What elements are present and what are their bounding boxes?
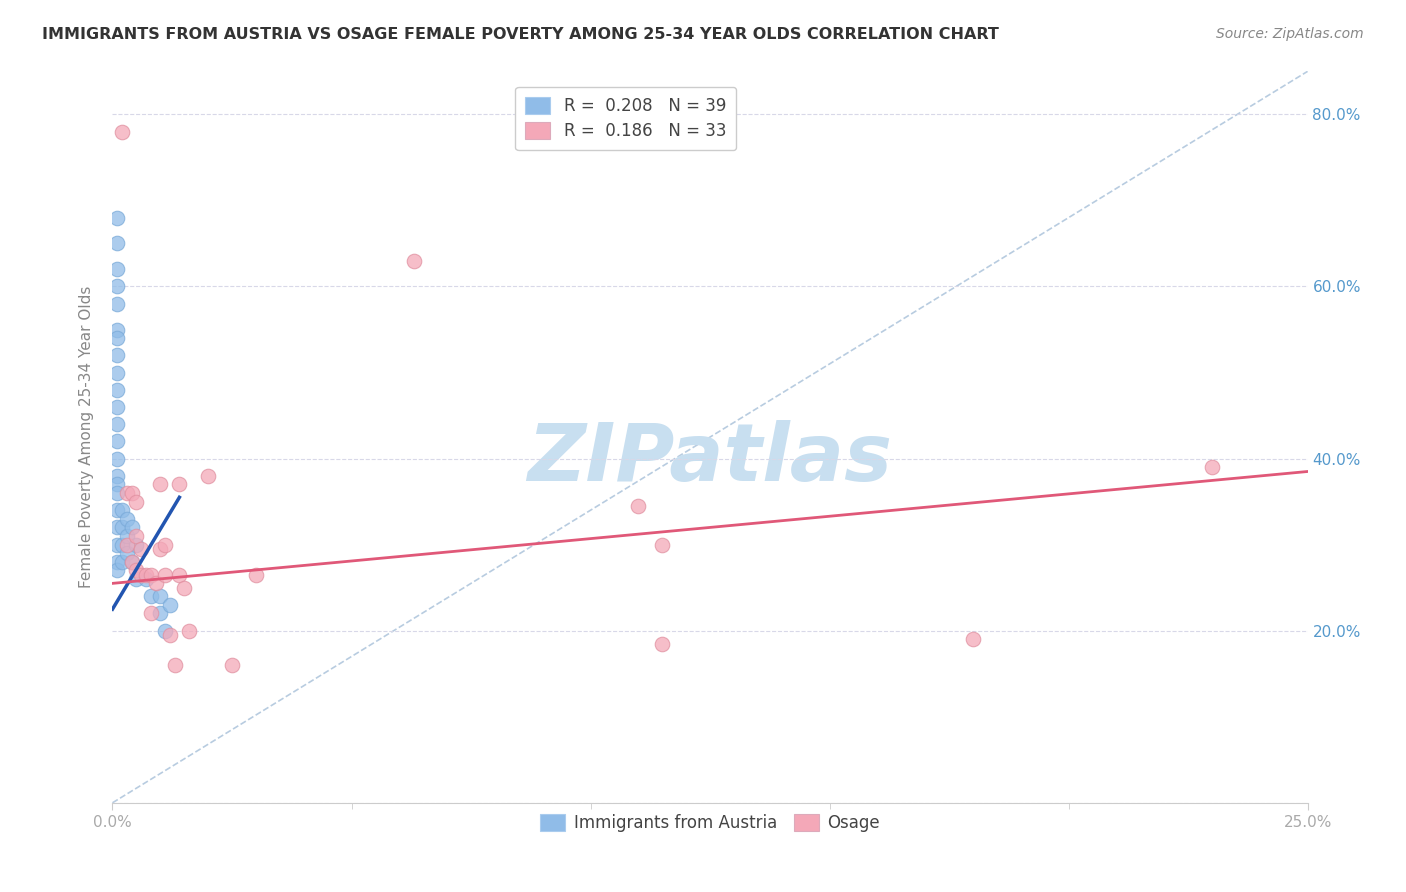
Point bbox=[115, 538, 138, 552]
Point bbox=[105, 486, 128, 500]
Point bbox=[111, 538, 134, 552]
Point bbox=[145, 576, 167, 591]
Point bbox=[105, 520, 128, 534]
Point bbox=[111, 125, 134, 139]
Point bbox=[153, 567, 176, 582]
Point bbox=[105, 322, 128, 336]
Point bbox=[125, 529, 148, 543]
Point bbox=[105, 538, 128, 552]
Point bbox=[129, 541, 152, 556]
Point bbox=[139, 589, 162, 603]
Point bbox=[169, 567, 191, 582]
Point bbox=[651, 538, 673, 552]
Point bbox=[105, 400, 128, 414]
Point bbox=[105, 383, 128, 397]
Point bbox=[159, 598, 181, 612]
Text: Source: ZipAtlas.com: Source: ZipAtlas.com bbox=[1216, 27, 1364, 41]
Point bbox=[111, 503, 134, 517]
Point bbox=[105, 262, 128, 277]
Point bbox=[149, 541, 172, 556]
Point bbox=[105, 434, 128, 449]
Point bbox=[153, 538, 176, 552]
Point bbox=[115, 486, 138, 500]
Point bbox=[139, 607, 162, 621]
Point bbox=[105, 477, 128, 491]
Point bbox=[129, 567, 152, 582]
Point bbox=[121, 520, 143, 534]
Point bbox=[105, 331, 128, 345]
Point bbox=[105, 236, 128, 251]
Point bbox=[402, 253, 425, 268]
Point bbox=[153, 624, 176, 638]
Point bbox=[627, 499, 650, 513]
Point bbox=[121, 486, 143, 500]
Point bbox=[105, 366, 128, 380]
Point bbox=[221, 658, 243, 673]
Point bbox=[125, 564, 148, 578]
Point bbox=[105, 468, 128, 483]
Point bbox=[111, 555, 134, 569]
Point bbox=[105, 417, 128, 432]
Point bbox=[149, 477, 172, 491]
Point bbox=[121, 555, 143, 569]
Point bbox=[125, 494, 148, 508]
Point bbox=[149, 589, 172, 603]
Point bbox=[139, 567, 162, 582]
Point bbox=[177, 624, 200, 638]
Point bbox=[121, 555, 143, 569]
Point bbox=[163, 658, 186, 673]
Point bbox=[105, 279, 128, 293]
Point bbox=[105, 296, 128, 310]
Point bbox=[105, 503, 128, 517]
Legend: Immigrants from Austria, Osage: Immigrants from Austria, Osage bbox=[534, 807, 886, 838]
Point bbox=[105, 564, 128, 578]
Point bbox=[125, 538, 148, 552]
Point bbox=[197, 468, 219, 483]
Point bbox=[651, 637, 673, 651]
Point bbox=[111, 520, 134, 534]
Point bbox=[105, 348, 128, 362]
Point bbox=[105, 555, 128, 569]
Text: ZIPatlas: ZIPatlas bbox=[527, 420, 893, 498]
Point bbox=[159, 628, 181, 642]
Point bbox=[173, 581, 195, 595]
Point bbox=[149, 607, 172, 621]
Point bbox=[135, 567, 157, 582]
Y-axis label: Female Poverty Among 25-34 Year Olds: Female Poverty Among 25-34 Year Olds bbox=[79, 286, 94, 588]
Point bbox=[105, 211, 128, 225]
Point bbox=[169, 477, 191, 491]
Point bbox=[135, 572, 157, 586]
Point bbox=[115, 529, 138, 543]
Point bbox=[115, 546, 138, 560]
Point bbox=[962, 632, 984, 647]
Point bbox=[105, 451, 128, 466]
Point bbox=[125, 572, 148, 586]
Point bbox=[245, 567, 267, 582]
Point bbox=[115, 512, 138, 526]
Text: IMMIGRANTS FROM AUSTRIA VS OSAGE FEMALE POVERTY AMONG 25-34 YEAR OLDS CORRELATIO: IMMIGRANTS FROM AUSTRIA VS OSAGE FEMALE … bbox=[42, 27, 1000, 42]
Point bbox=[1201, 460, 1223, 475]
